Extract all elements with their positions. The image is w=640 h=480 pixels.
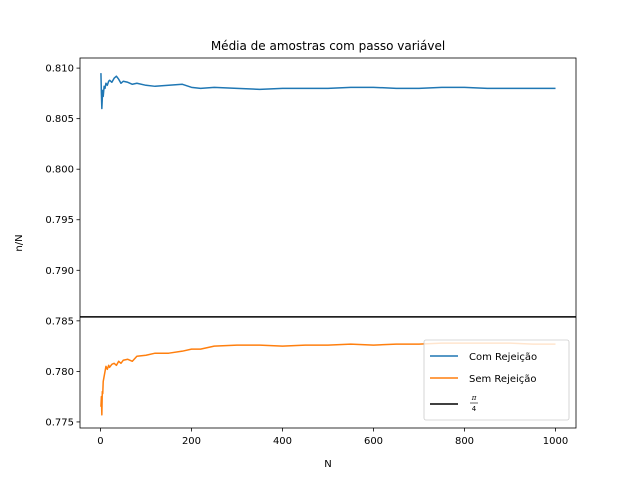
x-tick-label: 400 <box>273 436 292 447</box>
chart-title: Média de amostras com passo variável <box>211 39 445 53</box>
y-tick-label: 0.810 <box>45 64 74 75</box>
legend-label-4: 4 <box>472 405 477 413</box>
series-group <box>80 73 576 416</box>
series-line-1 <box>100 342 556 416</box>
y-tick-label: 0.795 <box>45 215 74 226</box>
x-tick-label: 600 <box>364 436 383 447</box>
legend-label-pi-over-4: π 4 <box>470 394 478 413</box>
x-axis: 0 200 400 600 800 1000 <box>97 428 568 447</box>
x-tick-label: 800 <box>455 436 474 447</box>
legend-label-pi: π <box>471 394 477 402</box>
y-tick-label: 0.805 <box>45 114 74 125</box>
y-tick-label: 0.785 <box>45 316 74 327</box>
legend-label-com-rejeicao: Com Rejeição <box>469 352 537 363</box>
y-axis-label: n/N <box>14 234 25 251</box>
x-tick-label: 200 <box>182 436 201 447</box>
x-tick-label: 0 <box>97 436 103 447</box>
axes-frame <box>79 57 577 429</box>
y-tick-label: 0.800 <box>45 165 74 176</box>
legend: Com Rejeição Sem Rejeição π 4 <box>423 339 570 421</box>
legend-label-sem-rejeicao: Sem Rejeição <box>469 374 537 385</box>
x-tick-label: 1000 <box>543 436 568 447</box>
y-axis: 0.775 0.780 0.785 0.790 0.795 0.800 0.805 0.810 <box>45 64 80 428</box>
y-tick-label: 0.780 <box>45 367 74 378</box>
plot-area: 0 200 400 600 800 1000 0.7750.7800.7850.7900.… <box>45 57 577 447</box>
y-tick-label: 0.775 <box>45 417 74 428</box>
series-line-0 <box>100 73 556 110</box>
x-axis-label: N <box>324 459 331 470</box>
y-tick-label: 0.790 <box>45 266 74 277</box>
legend-frame <box>423 339 570 421</box>
